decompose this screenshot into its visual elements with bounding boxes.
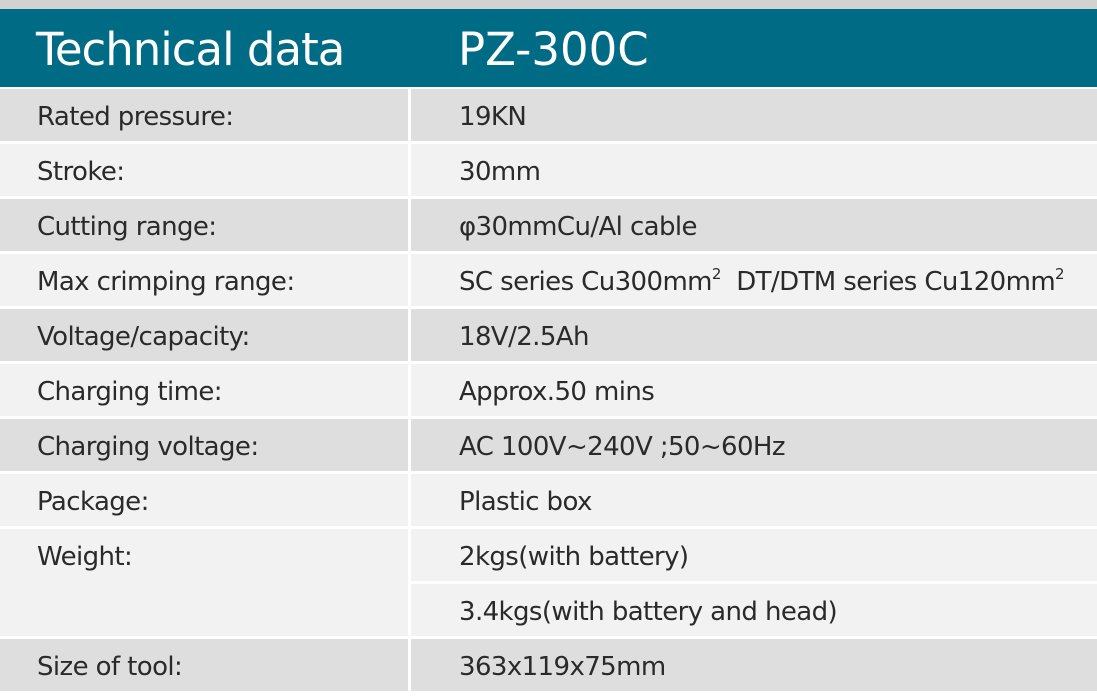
row-voltage: Voltage/capacity: 18V/2.5Ah	[0, 309, 1097, 361]
spec-label: Voltage/capacity:	[0, 309, 408, 361]
spec-value: φ30mmCu/Al cable	[411, 199, 1097, 251]
spec-value: 30mm	[411, 144, 1097, 196]
spec-value-crimping: SC series Cu300mm2 DT/DTM series Cu120mm…	[411, 254, 1097, 306]
row-rated-pressure: Rated pressure: 19KN	[0, 89, 1097, 141]
spec-value: 363x119x75mm	[411, 639, 1097, 691]
spec-label: Cutting range:	[0, 199, 408, 251]
row-package: Package: Plastic box	[0, 474, 1097, 526]
spec-table: Rated pressure: 19KN Stroke: 30mm Cuttin…	[0, 89, 1097, 694]
spec-label: Stroke:	[0, 144, 408, 196]
header-model: PZ-300C	[458, 23, 649, 76]
spec-label: Package:	[0, 474, 408, 526]
top-strip	[0, 0, 1097, 9]
row-charging-time: Charging time: Approx.50 mins	[0, 364, 1097, 416]
spec-value: Approx.50 mins	[411, 364, 1097, 416]
row-weight: Weight: 2kgs(with battery) 3.4kgs(with b…	[0, 529, 1097, 636]
weight-values: 2kgs(with battery) 3.4kgs(with battery a…	[411, 529, 1097, 636]
spec-value: AC 100V~240V ;50~60Hz	[411, 419, 1097, 471]
row-stroke: Stroke: 30mm	[0, 144, 1097, 196]
spec-label: Charging voltage:	[0, 419, 408, 471]
superscript-2: 2	[1055, 265, 1065, 283]
spec-value: 3.4kgs(with battery and head)	[411, 584, 1097, 636]
spec-value: Plastic box	[411, 474, 1097, 526]
spec-label: Max crimping range:	[0, 254, 408, 306]
header-title: Technical data	[36, 23, 345, 76]
crimping-dt: DT/DTM series Cu120mm	[736, 267, 1056, 297]
superscript-2: 2	[711, 265, 722, 283]
row-max-crimping: Max crimping range: SC series Cu300mm2 D…	[0, 254, 1097, 306]
row-charging-voltage: Charging voltage: AC 100V~240V ;50~60Hz	[0, 419, 1097, 471]
spec-label: Rated pressure:	[0, 89, 408, 141]
row-size: Size of tool: 363x119x75mm	[0, 639, 1097, 691]
spec-label: Weight:	[0, 529, 408, 636]
spec-value: 18V/2.5Ah	[411, 309, 1097, 361]
crimping-sc: SC series Cu300mm	[459, 267, 713, 297]
row-cutting-range: Cutting range: φ30mmCu/Al cable	[0, 199, 1097, 251]
spec-value: 19KN	[411, 89, 1097, 141]
spec-label: Charging time:	[0, 364, 408, 416]
spec-value: 2kgs(with battery)	[411, 529, 1097, 581]
spec-label: Size of tool:	[0, 639, 408, 691]
table-header: Technical data PZ-300C	[0, 9, 1097, 87]
